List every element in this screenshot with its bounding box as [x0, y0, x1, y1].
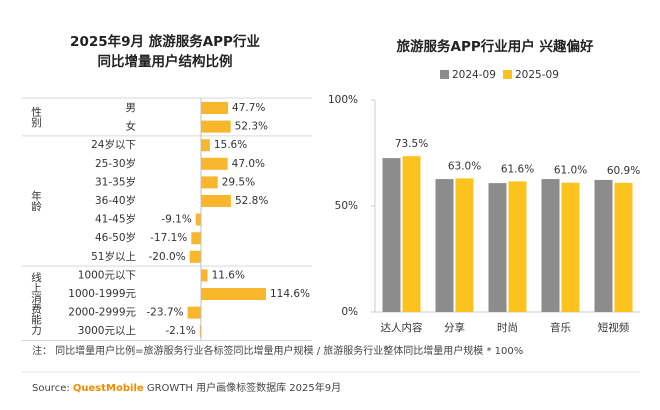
value-label: 47.0% [232, 158, 265, 170]
bar [191, 232, 201, 245]
bar [187, 306, 201, 319]
bar [201, 269, 208, 282]
legend-label: 2024-09 [452, 69, 496, 81]
bar [201, 157, 228, 170]
x-tick-label: 达人内容 [381, 321, 423, 334]
bar [189, 250, 201, 263]
group-label: 线上消费能力 [30, 271, 42, 336]
group-label: 性别 [30, 106, 42, 129]
value-label: 61.6% [501, 163, 534, 175]
category-label: 41-45岁 [95, 213, 136, 226]
category-label: 2000-2999元 [68, 307, 136, 319]
source-brand: QuestMobile [73, 383, 144, 394]
category-label: 1000元以下 [78, 269, 136, 281]
bar [614, 182, 633, 312]
value-label: 47.7% [232, 102, 265, 114]
value-label: -23.7% [146, 307, 183, 319]
bar [488, 183, 507, 312]
value-label: 73.5% [395, 138, 428, 150]
note: 注： 同比增量用户比例=旅游服务行业各标签同比增量用户规模 / 旅游服务行业整体… [32, 344, 523, 357]
bar [195, 213, 201, 226]
x-tick-label: 时尚 [497, 321, 518, 334]
y-tick-label: 50% [335, 200, 358, 212]
bar [455, 178, 474, 312]
value-label: 11.6% [212, 269, 245, 281]
value-label: -2.1% [165, 325, 195, 337]
bar [201, 139, 210, 152]
category-label: 25-30岁 [95, 157, 136, 170]
bar [201, 288, 266, 300]
bar [201, 120, 231, 133]
value-label: 61.0% [554, 165, 587, 177]
x-tick-label: 分享 [444, 321, 465, 334]
chart-title: 旅游服务APP行业用户 兴趣偏好 [397, 38, 594, 55]
group-label: 年龄 [30, 190, 42, 213]
bar [435, 179, 454, 312]
bar [594, 179, 613, 312]
value-label: 52.3% [235, 121, 268, 133]
legend-swatch [503, 70, 512, 79]
legend-swatch [440, 70, 449, 79]
bar [561, 182, 580, 312]
source-rest: GROWTH 用户画像标签数据库 2025年9月 [147, 381, 341, 394]
value-label: -20.0% [148, 251, 185, 263]
bar [201, 176, 218, 189]
value-label: 60.9% [607, 165, 640, 177]
y-tick-label: 100% [328, 94, 358, 106]
value-label: -9.1% [161, 214, 191, 226]
bar [201, 195, 231, 207]
value-label: -17.1% [150, 232, 187, 244]
bar [201, 102, 229, 114]
y-tick-label: 0% [341, 306, 358, 318]
chart-title: 同比增量用户结构比例 [98, 53, 233, 70]
value-label: 114.6% [270, 288, 310, 300]
category-label: 女 [126, 120, 137, 133]
value-label: 63.0% [448, 160, 481, 172]
value-label: 52.8% [235, 195, 268, 207]
category-label: 31-35岁 [95, 175, 136, 188]
bar [382, 158, 401, 312]
category-label: 男 [126, 102, 137, 114]
value-label: 29.5% [222, 176, 255, 188]
category-label: 24岁以下 [91, 138, 136, 151]
x-tick-label: 短视频 [598, 321, 630, 334]
category-label: 3000元以上 [78, 325, 136, 337]
value-label: 15.6% [214, 139, 247, 151]
x-tick-label: 音乐 [550, 321, 571, 334]
bar [508, 181, 527, 312]
category-label: 51岁以上 [91, 250, 136, 263]
category-label: 36-40岁 [95, 194, 136, 207]
category-label: 1000-1999元 [68, 288, 136, 300]
source: Source: QuestMobile GROWTH 用户画像标签数据库 202… [32, 381, 341, 394]
legend-label: 2025-09 [515, 69, 559, 81]
chart-title: 2025年9月 旅游服务APP行业 [70, 33, 260, 50]
bar [541, 179, 560, 312]
bar [402, 156, 421, 312]
category-label: 46-50岁 [95, 231, 136, 244]
source-prefix: Source: [32, 383, 70, 394]
bar [199, 325, 201, 338]
